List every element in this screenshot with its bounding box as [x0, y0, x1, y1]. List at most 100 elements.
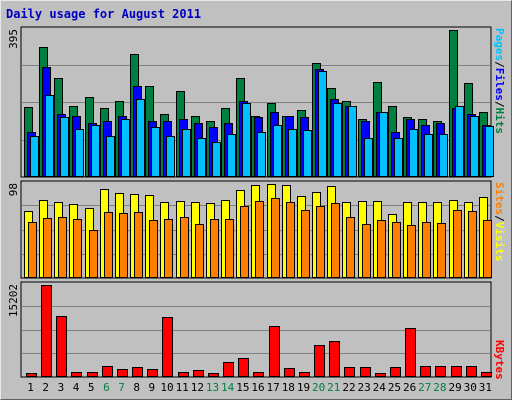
- x-tick-label-18: 18: [282, 381, 295, 394]
- bar-kbytes-4: [71, 372, 82, 377]
- x-tick-label-15: 15: [236, 381, 249, 394]
- x-tick-label-23: 23: [358, 381, 371, 394]
- bar-sites-27: [422, 222, 431, 278]
- bar-pages-1: [30, 136, 39, 177]
- legend-sep: /: [493, 101, 506, 108]
- legend-sep: /: [493, 61, 506, 68]
- bar-sites-12: [195, 224, 204, 278]
- bar-sites-6: [104, 212, 113, 278]
- bar-pages-21: [333, 103, 342, 177]
- legend-kbytes: KBytes: [493, 340, 506, 380]
- bar-kbytes-24: [375, 373, 386, 377]
- bar-pages-6: [106, 136, 115, 177]
- bar-kbytes-2: [41, 285, 52, 377]
- x-tick-labels: 1 2 3 4 5 6 7 8 9 10 11 12 13 14 15 16 17 18 19 20 21 22 23 24 2…: [27, 381, 492, 394]
- bar-kbytes-22: [344, 367, 355, 377]
- bar-sites-28: [437, 223, 446, 278]
- bar-sites-31: [483, 220, 492, 278]
- bar-pages-16: [257, 132, 266, 177]
- x-tick-label-13: 13: [206, 381, 219, 394]
- bar-kbytes-13: [208, 373, 219, 377]
- x-tick-label-11: 11: [176, 381, 189, 394]
- bar-pages-12: [197, 138, 206, 177]
- bar-pages-28: [439, 134, 448, 177]
- bar-kbytes-12: [193, 370, 204, 377]
- bar-pages-11: [182, 129, 191, 177]
- bar-sites-14: [225, 219, 234, 278]
- bar-pages-4: [75, 129, 84, 177]
- y-max-label: 15202: [7, 284, 20, 317]
- bar-sites-30: [468, 211, 477, 278]
- bar-kbytes-9: [147, 369, 158, 377]
- x-tick-label-14: 14: [221, 381, 235, 394]
- bar-kbytes-11: [178, 372, 189, 377]
- x-tick-label-6: 6: [103, 381, 110, 394]
- bar-pages-3: [60, 117, 69, 177]
- bar-sites-25: [392, 222, 401, 278]
- bar-kbytes-18: [284, 368, 295, 377]
- legend-visits: Visits: [493, 222, 506, 262]
- bar-kbytes-1: [26, 373, 37, 377]
- bar-sites-20: [316, 206, 325, 278]
- x-tick-label-27: 27: [418, 381, 431, 394]
- bar-kbytes-27: [420, 366, 431, 377]
- x-tick-label-4: 4: [73, 381, 80, 394]
- bar-sites-5: [89, 230, 98, 278]
- bar-pages-14: [227, 134, 236, 177]
- bar-sites-13: [210, 219, 219, 278]
- legend-hits-files-pages: Pages/Files/Hits: [493, 28, 506, 134]
- bar-sites-15: [240, 206, 249, 278]
- bar-kbytes-26: [405, 328, 416, 377]
- bar-pages-26: [409, 129, 418, 177]
- bar-pages-23: [364, 138, 373, 177]
- x-tick-label-30: 30: [464, 381, 477, 394]
- bar-kbytes-8: [132, 367, 143, 377]
- x-tick-label-16: 16: [251, 381, 264, 394]
- bar-kbytes-7: [117, 369, 128, 377]
- bar-kbytes-6: [102, 366, 113, 377]
- bar-sites-16: [255, 201, 264, 278]
- legend-pages: Pages: [493, 28, 506, 61]
- x-tick-label-21: 21: [327, 381, 340, 394]
- bar-sites-9: [149, 220, 158, 278]
- x-tick-label-29: 29: [448, 381, 461, 394]
- y-max-label: 395: [7, 29, 20, 49]
- x-tick-label-28: 28: [433, 381, 446, 394]
- bar-sites-8: [134, 212, 143, 278]
- bar-kbytes-29: [451, 366, 462, 377]
- bar-pages-10: [166, 136, 175, 177]
- bar-pages-8: [136, 99, 145, 177]
- bar-sites-17: [271, 198, 280, 278]
- bar-kbytes-20: [314, 345, 325, 377]
- bar-pages-30: [470, 116, 479, 177]
- bar-pages-13: [212, 142, 221, 177]
- bar-pages-20: [318, 71, 327, 177]
- x-tick-label-17: 17: [267, 381, 280, 394]
- bar-sites-24: [377, 220, 386, 278]
- bar-kbytes-3: [56, 316, 67, 377]
- legend-sep: /: [493, 215, 506, 222]
- x-tick-label-5: 5: [88, 381, 95, 394]
- bar-pages-9: [151, 127, 160, 177]
- bar-kbytes-16: [253, 372, 264, 377]
- x-tick-label-25: 25: [388, 381, 401, 394]
- bar-sites-23: [362, 224, 371, 278]
- x-tick-label-19: 19: [297, 381, 310, 394]
- x-tick-label-7: 7: [118, 381, 125, 394]
- bar-kbytes-5: [87, 372, 98, 377]
- bar-kbytes-10: [162, 317, 173, 377]
- x-tick-label-24: 24: [373, 381, 387, 394]
- bar-sites-18: [286, 202, 295, 278]
- x-tick-label-10: 10: [160, 381, 173, 394]
- x-tick-label-22: 22: [342, 381, 355, 394]
- bar-pages-5: [91, 125, 100, 177]
- bar-sites-19: [301, 210, 310, 278]
- bar-kbytes-17: [269, 326, 280, 377]
- bar-pages-31: [485, 126, 494, 177]
- x-tick-label-26: 26: [403, 381, 416, 394]
- bar-pages-22: [348, 106, 357, 177]
- legend-sites: Sites: [493, 182, 506, 215]
- bar-pages-27: [424, 134, 433, 177]
